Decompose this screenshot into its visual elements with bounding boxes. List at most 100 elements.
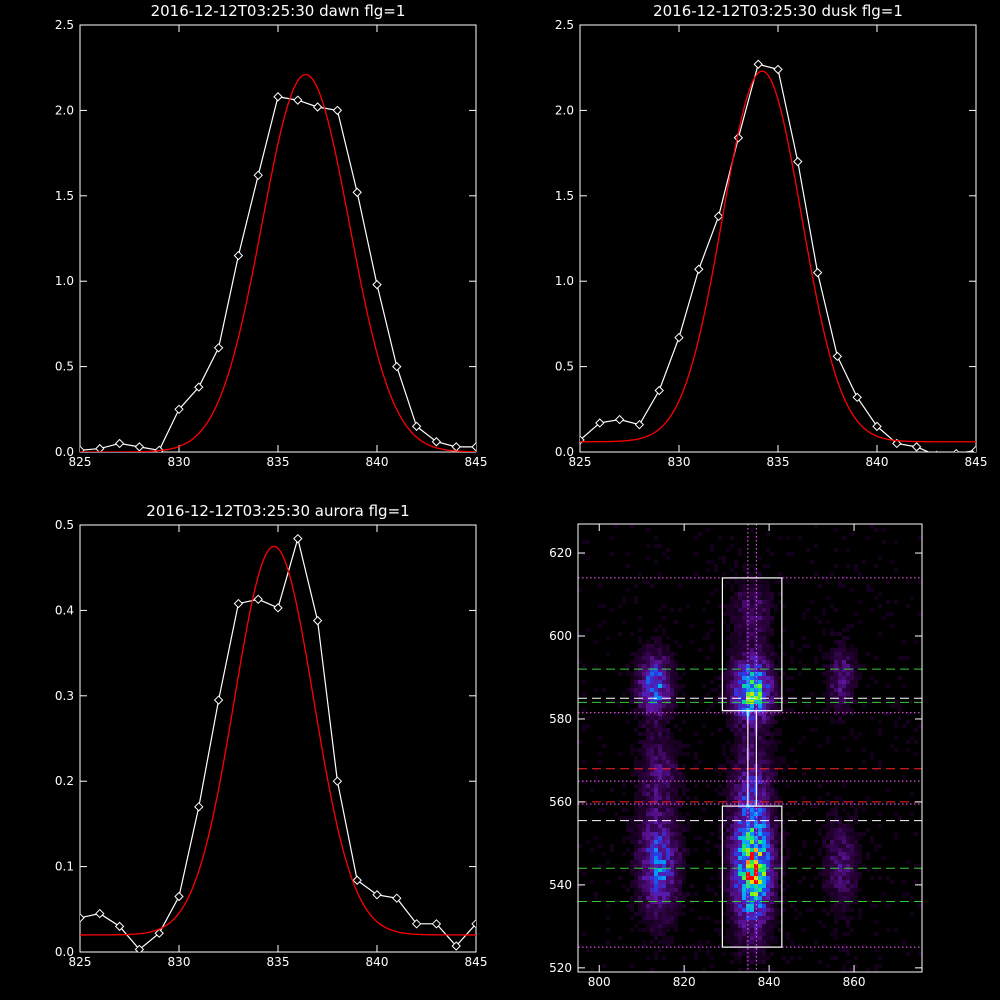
data-point-marker (392, 361, 402, 372)
x-tick-label: 840 (866, 455, 889, 469)
y-tick-label: 0.0 (55, 445, 74, 459)
detector-image-panel: 800 820 840 860 520 540 560 580 600 620 (549, 523, 923, 989)
chart-title: 2016-12-12T03:25:30 dusk flg=1 (653, 2, 903, 20)
x-tick-label: 845 (965, 455, 988, 469)
data-point-marker (312, 615, 323, 626)
data-point-marker (773, 64, 783, 75)
data-point-marker (213, 343, 224, 353)
x-tick-label: 860 (843, 975, 866, 989)
y-tick-label: 1.5 (555, 189, 574, 203)
y-tick-label: 0.5 (55, 360, 74, 374)
data-point-marker (935, 450, 938, 452)
data-point-marker (674, 332, 684, 343)
x-tick-label: 820 (673, 975, 696, 989)
data-point-marker (134, 442, 145, 452)
x-tick-label: 830 (668, 455, 691, 469)
fit-curve (80, 545, 476, 936)
data-point-marker (852, 392, 862, 403)
data-point-marker (911, 442, 922, 452)
x-tick-label: 840 (366, 455, 389, 469)
data-point-marker (812, 267, 823, 278)
data-point-marker (713, 211, 724, 222)
data-point-marker (392, 893, 402, 903)
data-point-marker (273, 92, 283, 102)
data-point-marker (95, 443, 105, 452)
x-tick-label: 830 (168, 455, 191, 469)
data-point-marker (595, 418, 605, 428)
selection-box (747, 710, 757, 807)
data-point-marker (174, 891, 184, 902)
x-tick-label: 825 (69, 455, 92, 469)
aurora-spectrum-panel: 825 830 835 840 845 0.0 0.1 0.2 0.3 0.4 0.5 2016-12… (55, 502, 488, 969)
y-tick-label: 0.2 (55, 774, 74, 788)
x-tick-label: 845 (465, 955, 488, 969)
y-tick-label: 0.3 (55, 689, 74, 703)
y-tick-label: 2.5 (555, 18, 574, 32)
data-point-marker (832, 351, 843, 362)
data-point-marker (253, 170, 263, 181)
y-tick-label: 620 (549, 546, 572, 560)
data-point-marker (411, 421, 422, 432)
data-point-marker (332, 105, 343, 116)
data-point-marker (451, 941, 461, 951)
data-point-marker (892, 438, 902, 449)
x-tick-label: 835 (267, 455, 290, 469)
data-point-marker (872, 421, 882, 432)
data-point-marker (753, 59, 763, 69)
x-tick-label: 840 (366, 955, 389, 969)
y-tick-label: 560 (549, 795, 572, 809)
data-point-marker (312, 102, 323, 112)
data-point-marker (114, 438, 125, 449)
data-point-marker (134, 944, 145, 952)
y-tick-label: 1.0 (55, 274, 74, 288)
dusk-spectrum-panel: 825 830 835 840 845 0.0 0.5 1.0 1.5 2.0 2.5 2016-12… (555, 2, 988, 469)
data-point-marker (953, 449, 960, 452)
x-tick-label: 835 (267, 955, 290, 969)
data-point-marker (194, 802, 204, 812)
data-point-marker (971, 445, 976, 452)
data-point-marker (431, 919, 442, 929)
data-point-marker (213, 695, 224, 705)
data-point-marker (352, 187, 362, 198)
plot-area (580, 59, 976, 452)
y-tick-label: 0.5 (55, 518, 74, 532)
data-point-marker (634, 419, 645, 430)
plot-area (80, 73, 476, 452)
y-tick-label: 2.5 (55, 18, 74, 32)
data-point-marker (80, 445, 85, 452)
y-tick-label: 580 (549, 712, 572, 726)
data-point-marker (352, 875, 362, 885)
x-tick-label: 830 (168, 955, 191, 969)
y-tick-label: 520 (549, 961, 572, 975)
y-tick-label: 1.5 (55, 189, 74, 203)
chart-title: 2016-12-12T03:25:30 aurora flg=1 (146, 502, 409, 520)
data-point-marker (293, 533, 303, 544)
y-tick-label: 540 (549, 878, 572, 892)
data-point-marker (80, 913, 85, 923)
data-point-marker (372, 279, 382, 290)
x-tick-label: 840 (758, 975, 781, 989)
data-point-marker (471, 442, 476, 452)
x-tick-label: 825 (569, 455, 592, 469)
y-tick-label: 2.0 (55, 103, 74, 117)
fit-curve (80, 73, 476, 452)
chart-title: 2016-12-12T03:25:30 dawn flg=1 (151, 2, 406, 20)
y-tick-label: 600 (549, 629, 572, 643)
data-point-marker (154, 928, 164, 938)
fit-curve (580, 70, 976, 443)
x-tick-label: 825 (69, 955, 92, 969)
y-tick-label: 1.0 (555, 274, 574, 288)
data-point-marker (694, 264, 704, 274)
plot-frame (577, 523, 923, 973)
data-point-marker (95, 908, 105, 919)
data-point-marker (194, 382, 204, 392)
y-tick-label: 0.5 (555, 360, 574, 374)
dawn-spectrum-panel: 825 830 835 840 845 0.0 0.5 1.0 1.5 2.0 2.5 2016-12… (55, 2, 488, 469)
data-point-marker (233, 250, 244, 261)
data-point-marker (114, 921, 125, 932)
data-point-marker (471, 919, 476, 929)
plot-area (80, 533, 476, 952)
y-tick-label: 0.0 (555, 445, 574, 459)
data-point-marker (332, 776, 343, 786)
